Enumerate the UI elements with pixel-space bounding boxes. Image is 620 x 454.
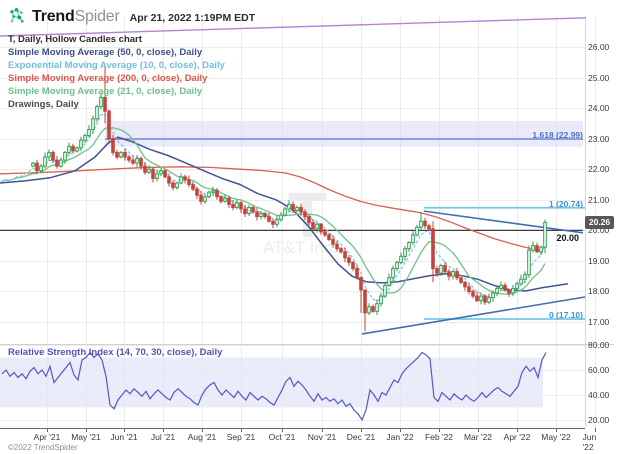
price-axis-label: 20.00: [588, 225, 610, 236]
price-axis-label: 19.00: [588, 255, 610, 266]
rsi-line: [1, 351, 547, 422]
brand-name-light[interactable]: Spider: [74, 7, 120, 25]
rsi-pane[interactable]: [0, 351, 547, 422]
x-axis-label: May '21: [71, 432, 101, 442]
ascending-trendline[interactable]: [361, 296, 586, 335]
horizontal-line-price-label[interactable]: 20.00: [556, 233, 579, 243]
indicator-legend: T, Daily, Hollow Candles chart Simple Mov…: [8, 33, 225, 111]
rsi-axis-label: 40.00: [588, 390, 610, 400]
price-axis-label: 18.00: [588, 286, 610, 297]
legend-item-3[interactable]: Simple Moving Average (200, 0, close), D…: [8, 73, 208, 84]
chart-datetime: Apr 21, 2022 1:19PM EDT: [129, 12, 256, 24]
x-axis-label: Jan '22: [386, 432, 414, 442]
x-axis-label: Aug '21: [187, 432, 217, 442]
x-axis-label: Jun '21: [110, 432, 138, 442]
trendspider-logo-icon: [10, 7, 24, 23]
x-axis-label: Apr '21: [33, 432, 61, 442]
x-axis-label: Oct '21: [268, 432, 296, 442]
x-axis-label: Sep '21: [226, 432, 256, 442]
x-axis-label: Apr '22: [503, 432, 531, 442]
price-axis-label: 24.00: [588, 103, 610, 114]
fib-label-0[interactable]: 0 (17.10): [548, 310, 583, 320]
price-axis-label: 26.00: [588, 42, 610, 52]
legend-item-0[interactable]: T, Daily, Hollow Candles chart: [8, 34, 142, 45]
price-axis-label: 23.00: [588, 133, 610, 144]
copyright-text: ©2022 TrendSpider: [8, 443, 78, 452]
price-pane[interactable]: [0, 17, 612, 335]
x-axis-label: Jun '22: [582, 432, 597, 452]
x-axis-label: Feb '22: [424, 432, 454, 442]
price-axis-label: 25.00: [588, 72, 610, 83]
rsi-indicator-label[interactable]: Relative Strength Index (14, 70, 30, clo…: [8, 347, 223, 358]
legend-item-4[interactable]: Simple Moving Average (21, 0, close), Da…: [8, 86, 203, 97]
x-axis-label: Mar '22: [463, 432, 493, 442]
rsi-axis-label: 60.00: [588, 365, 610, 375]
price-axis-label: 17.00: [588, 317, 610, 328]
x-axis-label: May '22: [541, 432, 571, 442]
rsi-axis-label: 20.00: [588, 415, 610, 425]
purple-trendline[interactable]: [0, 17, 612, 37]
rsi-30-70-band: [0, 357, 543, 408]
fib-extension-zone[interactable]: [105, 120, 583, 147]
descending-trendline[interactable]: [423, 210, 584, 234]
price-axis-label: 22.00: [588, 164, 610, 175]
rsi-axis-label: 80.00: [588, 340, 610, 350]
x-axis-label: Dec '21: [346, 432, 376, 442]
legend-item-1[interactable]: Simple Moving Average (50, 0, close), Da…: [8, 47, 203, 58]
header-brand: Trend Spider Apr 21, 2022 1:19PM EDT: [8, 7, 255, 26]
watermark-company: AT&T Inc.: [263, 238, 338, 257]
candlesticks: [31, 65, 547, 332]
x-axis-label: Nov '21: [307, 432, 337, 442]
brand-name-bold[interactable]: Trend: [32, 7, 75, 25]
sma-200-line[interactable]: [0, 166, 541, 252]
last-price-badge: 20.26: [585, 216, 614, 229]
fib-label-1[interactable]: 1 (20.74): [548, 199, 583, 209]
fib-label-1618[interactable]: 1.618 (22.99): [532, 130, 583, 140]
legend-item-2[interactable]: Exponential Moving Average (10, 0, close…: [8, 60, 225, 71]
legend-item-5[interactable]: Drawings, Daily: [8, 99, 79, 110]
x-axis-label: Jul '21: [150, 432, 176, 442]
sma-21-line[interactable]: [0, 127, 546, 295]
price-axis-label: 21.00: [588, 194, 610, 205]
